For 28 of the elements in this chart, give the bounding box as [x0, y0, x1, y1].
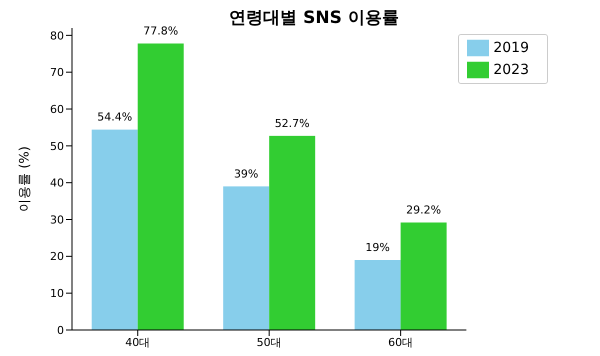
data-label: 39%: [234, 167, 258, 180]
y-tick-label: 80: [50, 29, 64, 42]
data-label: 29.2%: [406, 203, 442, 216]
y-tick-label: 20: [50, 250, 64, 264]
chart-title: 연령대별 SNS 이용률: [229, 8, 399, 28]
data-label: 19%: [365, 241, 390, 254]
legend-label: 2019: [493, 40, 529, 56]
y-tick-label: 10: [50, 287, 64, 300]
bar: [400, 222, 447, 330]
data-label: 52.7%: [274, 116, 310, 130]
legend-label: 2023: [493, 62, 529, 78]
y-tick-label: 60: [50, 102, 64, 116]
y-tick-label: 0: [57, 324, 64, 337]
data-label: 77.8%: [143, 24, 178, 38]
y-tick-label: 40: [50, 176, 64, 190]
bar: [354, 260, 401, 330]
y-tick-label: 70: [50, 66, 64, 80]
y-tick-label: 30: [50, 213, 64, 226]
bar: [92, 130, 138, 330]
y-tick-label: 50: [50, 140, 64, 153]
bar: [138, 43, 184, 330]
x-tick-label: 50대: [256, 336, 282, 349]
bar: [269, 136, 316, 330]
x-tick-label: 60대: [388, 336, 414, 349]
x-tick-label: 40대: [125, 336, 150, 349]
data-label: 54.4%: [97, 110, 132, 124]
bar: [223, 186, 270, 330]
y-axis-title: 이용률 (%): [18, 146, 33, 212]
